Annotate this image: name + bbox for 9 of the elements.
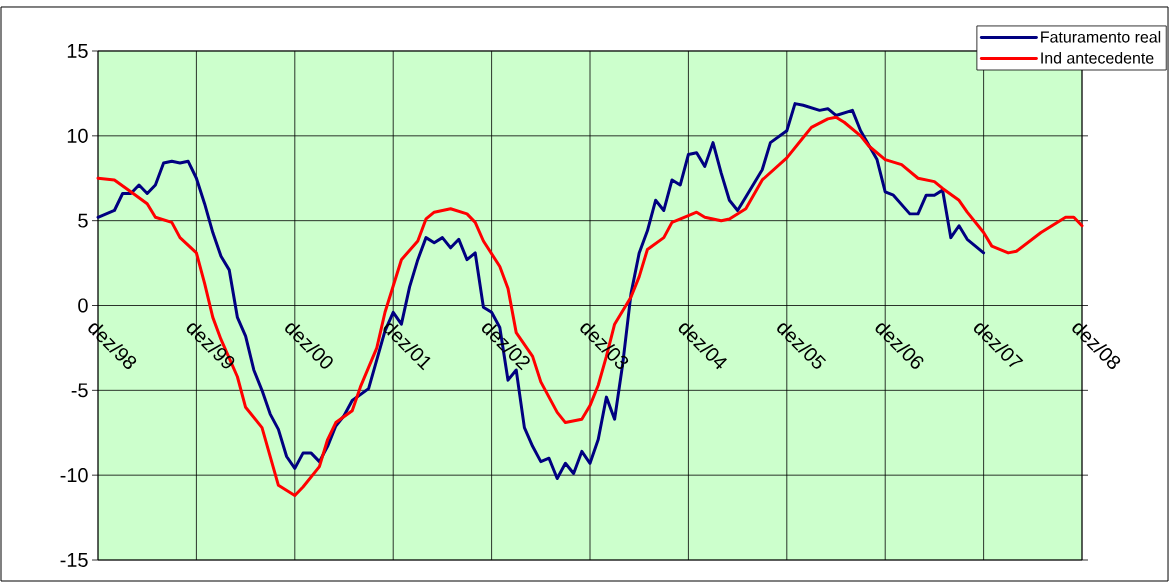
y-tick-label: -15 [60, 553, 88, 567]
y-tick-label: 5 [78, 213, 88, 228]
y-tick-label: -10 [60, 468, 88, 483]
legend-label: Faturamento real [1041, 30, 1161, 43]
y-tick-label: 10 [67, 128, 88, 143]
y-tick-label: 15 [67, 44, 88, 58]
legend-label: Ind antecedente [1041, 51, 1154, 64]
y-tick-label: 0 [78, 298, 88, 313]
y-tick-label: -5 [71, 383, 88, 398]
